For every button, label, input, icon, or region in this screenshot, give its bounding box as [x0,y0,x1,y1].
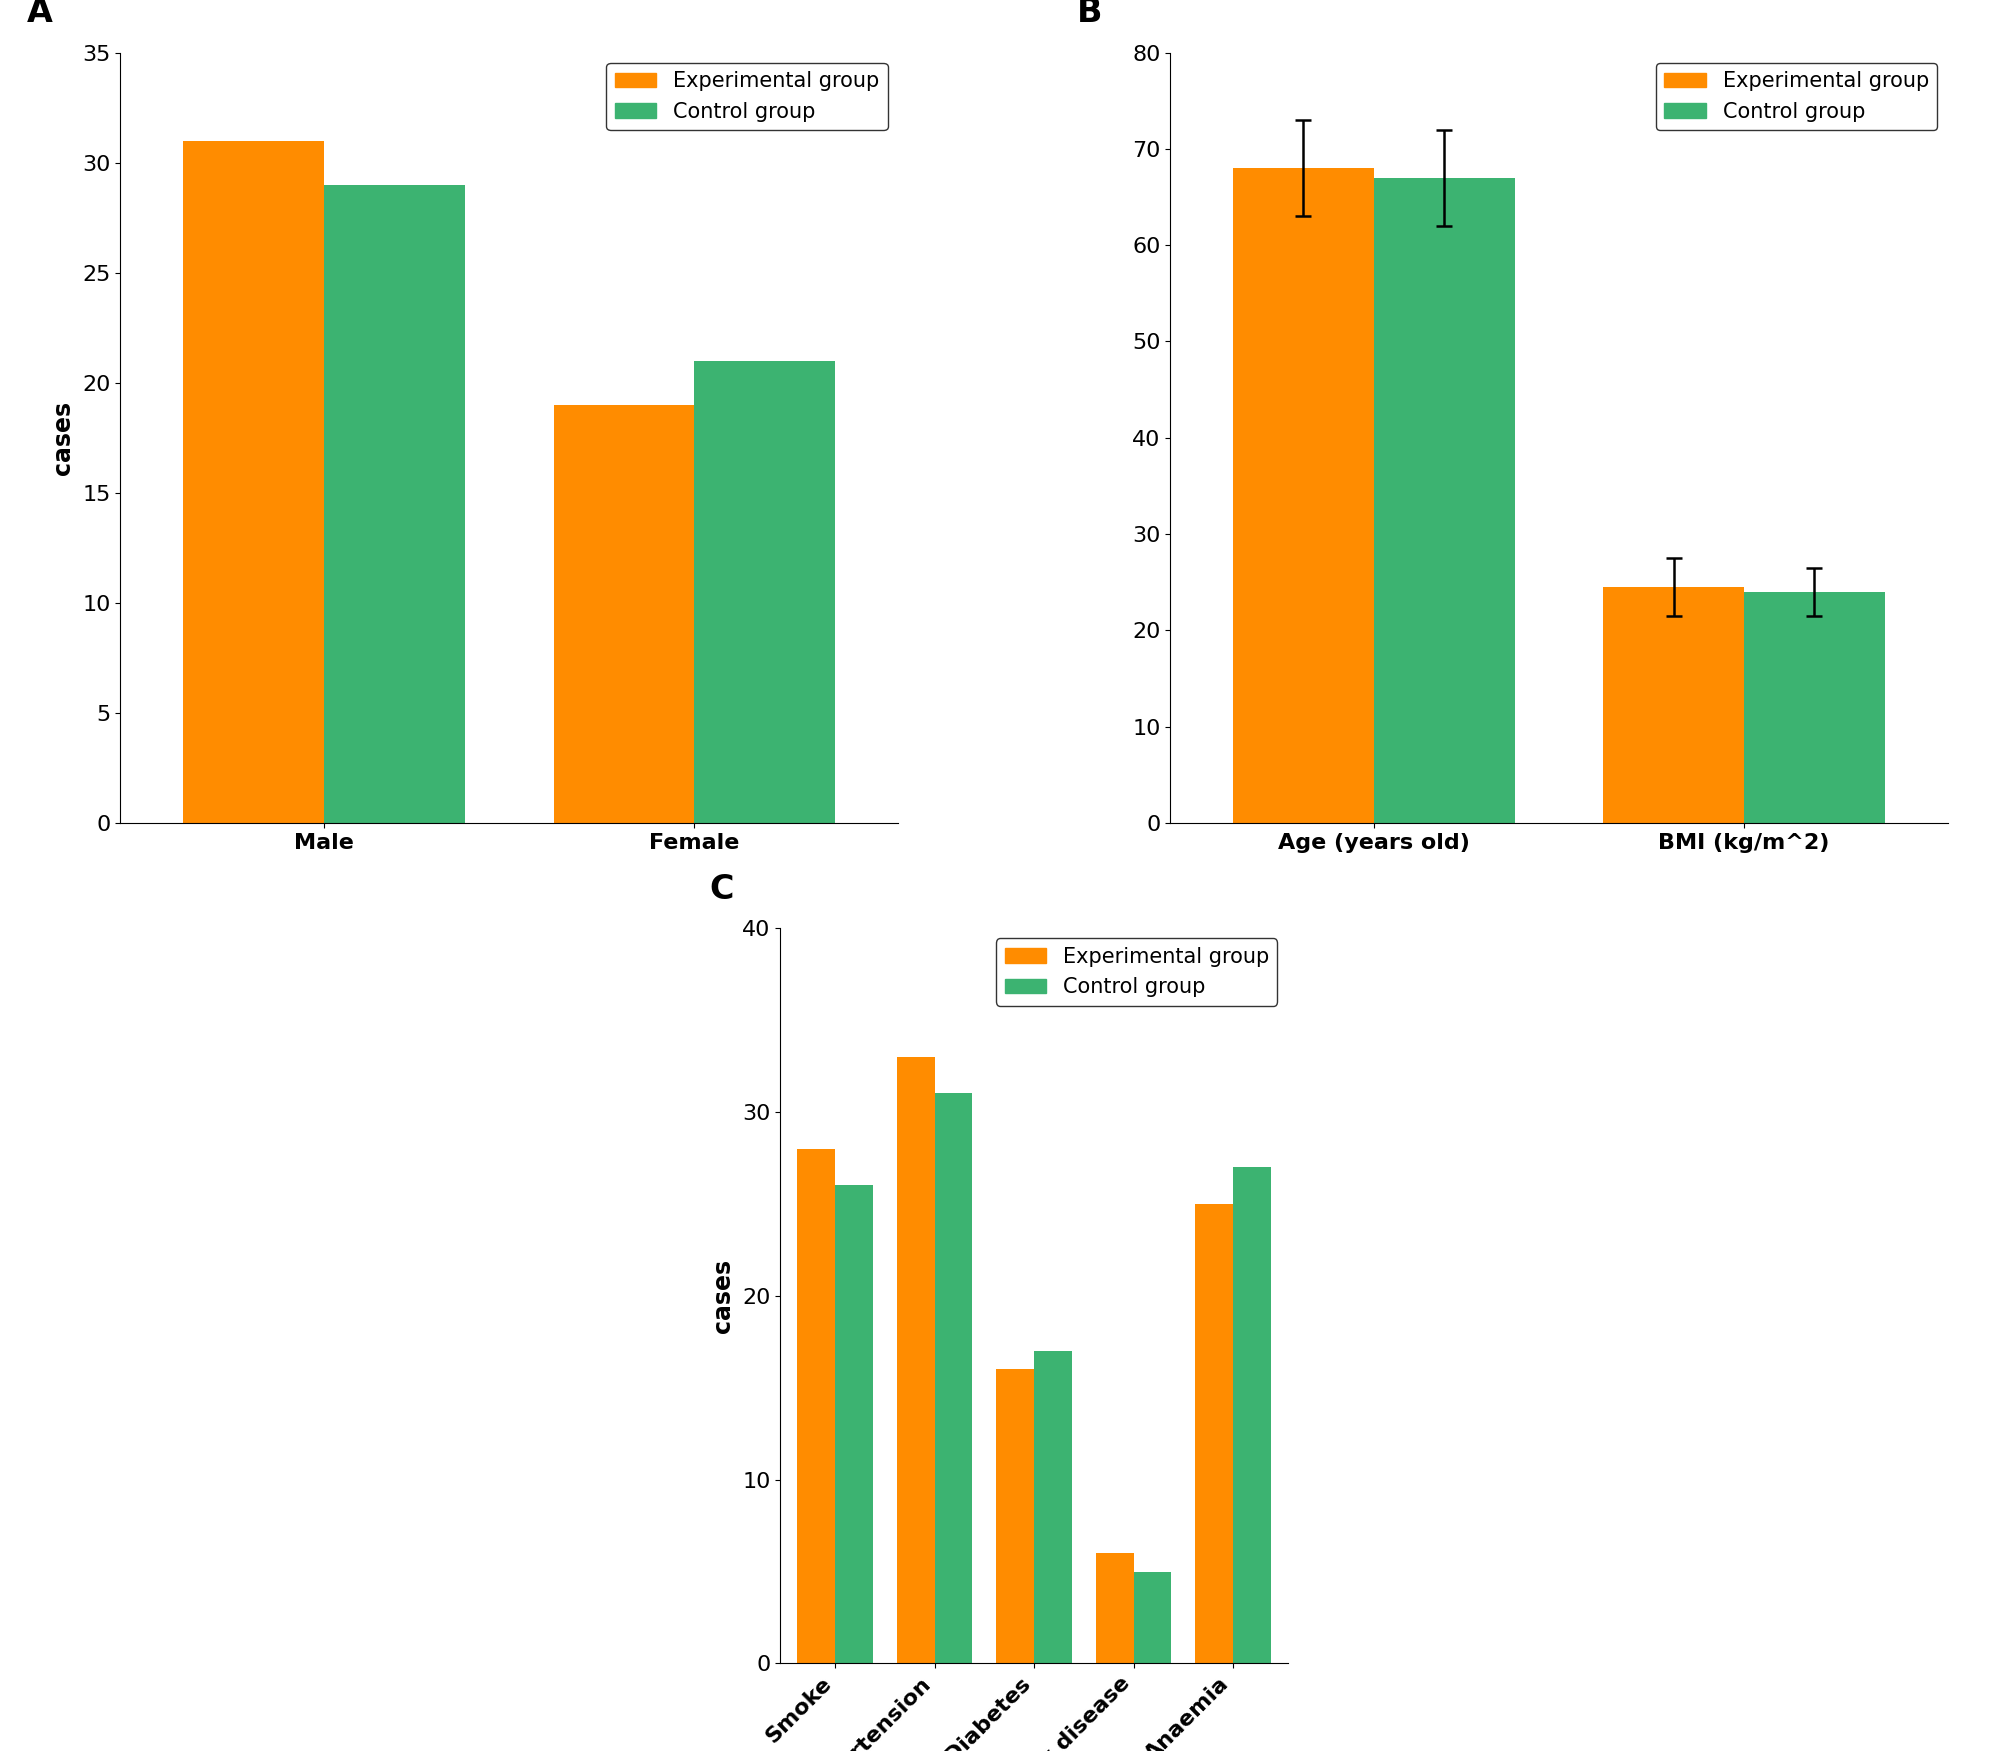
Text: B: B [1076,0,1102,30]
Bar [1034,1352,1072,1663]
Bar [1373,179,1513,823]
Legend: Experimental group, Control group: Experimental group, Control group [606,63,887,130]
Bar [323,184,464,823]
Bar [1134,1572,1170,1663]
Bar [1744,592,1885,823]
Bar [183,140,323,823]
Bar [554,404,694,823]
Bar [1194,1205,1232,1663]
Legend: Experimental group, Control group: Experimental group, Control group [1656,63,1937,130]
Bar [1232,168,1373,823]
Bar [995,1369,1034,1663]
Bar [1096,1553,1134,1663]
Bar [797,1149,835,1663]
Text: A: A [28,0,52,30]
Text: C: C [708,874,733,905]
Bar [694,361,835,823]
Y-axis label: cases: cases [710,1259,735,1333]
Legend: Experimental group, Control group: Experimental group, Control group [995,939,1276,1005]
Bar [1232,1168,1270,1663]
Y-axis label: cases: cases [52,401,76,475]
Bar [933,1093,971,1663]
Bar [1604,587,1744,823]
Bar [897,1058,933,1663]
Bar [835,1185,873,1663]
